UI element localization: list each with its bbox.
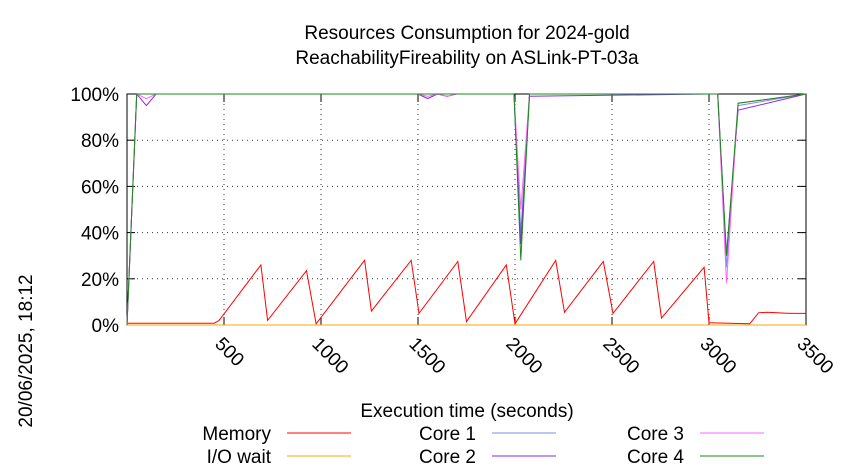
x-tick-label: 500 bbox=[210, 334, 247, 371]
x-tick-label: 2500 bbox=[598, 334, 643, 379]
chart-title-line2: ReachabilityFireability on ASLink-PT-03a bbox=[295, 48, 639, 69]
y-tick-label: 0% bbox=[92, 316, 120, 337]
series-line-core-3 bbox=[126, 93, 807, 326]
series-line-core-1 bbox=[126, 93, 807, 326]
x-tick-label: 2000 bbox=[501, 334, 546, 379]
grid-layer bbox=[127, 94, 806, 325]
legend-label-core-4: Core 4 bbox=[627, 447, 684, 468]
y-tick-label: 40% bbox=[81, 224, 119, 245]
y-tick-label: 80% bbox=[81, 131, 119, 152]
x-tick-label: 1500 bbox=[404, 334, 449, 379]
series-line-memory bbox=[127, 258, 806, 326]
x-tick-label: 1000 bbox=[307, 334, 352, 379]
legend-label-core-3: Core 3 bbox=[627, 424, 684, 445]
y-tick-label: 60% bbox=[81, 177, 119, 198]
series-line-core-2 bbox=[126, 92, 807, 326]
legend-label-core-2: Core 2 bbox=[419, 447, 476, 468]
series-layer bbox=[126, 92, 807, 326]
legend-label-core-1: Core 1 bbox=[419, 424, 476, 445]
legend-label-memory: Memory bbox=[202, 424, 271, 445]
y-tick-label: 100% bbox=[70, 85, 119, 106]
x-tick-label: 3000 bbox=[695, 334, 740, 379]
plot-frame bbox=[126, 93, 807, 326]
series-line-core-4 bbox=[126, 93, 807, 326]
y-tick-label: 20% bbox=[81, 270, 119, 291]
tick-layer: 0% 20% 40% 60% 80% 100% 500 1000 1500 2000 2500 300… bbox=[70, 85, 837, 378]
x-axis-label: Execution time (seconds) bbox=[360, 401, 573, 422]
legend-label-i-o-wait: I/O wait bbox=[207, 447, 272, 468]
chart-title-line1: Resources Consumption for 2024-gold bbox=[304, 23, 629, 44]
x-tick-label: 3500 bbox=[792, 334, 837, 379]
timestamp-label: 20/06/2025, 18:12 bbox=[16, 274, 37, 427]
